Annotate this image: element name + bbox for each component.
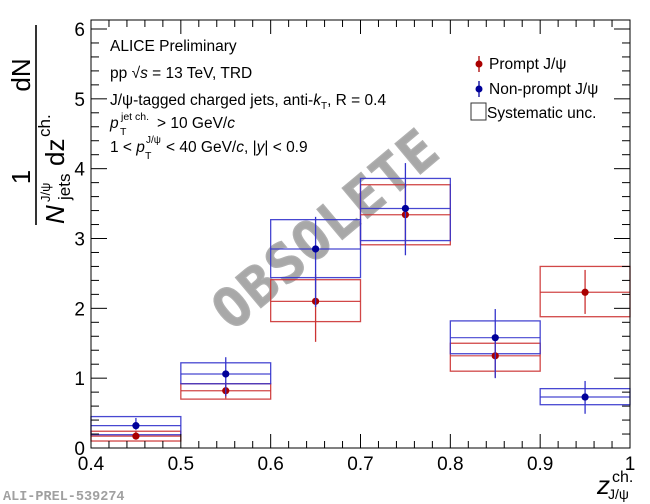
- x-tick-label: 0.6: [257, 454, 283, 475]
- annotation-block: ALICE Preliminary pp √s = 13 TeV, TRD J/…: [109, 38, 386, 162]
- y-tick-label: 1: [74, 369, 85, 390]
- annotation-jets: J/ψ-tagged charged jets, anti-kT, R = 0.…: [110, 92, 386, 112]
- annotation-jpsipt-mid: < 40 GeV/: [166, 139, 237, 156]
- annotation-jets-k: k: [313, 92, 322, 109]
- legend-entry-prompt: Prompt J/ψ: [475, 56, 566, 73]
- legend-nonprompt-marker: [475, 85, 483, 93]
- x-label-sub: J/ψ: [608, 486, 629, 502]
- legend-prompt-marker: [475, 60, 483, 68]
- annotation-jpsipt-y: y: [256, 139, 266, 156]
- x-tick-label: 0.4: [78, 454, 105, 475]
- annotation-energy-rest: = 13 TeV, TRD: [148, 65, 252, 82]
- x-label-z: z: [596, 470, 610, 500]
- y-tick-label: 0: [74, 439, 85, 460]
- nonprompt-data-point: [581, 393, 589, 401]
- annotation-jetpt-p: p: [109, 115, 119, 132]
- annotation-energy-s: s: [140, 65, 148, 82]
- y-label-N: N: [40, 205, 70, 224]
- annotation-alice: ALICE Preliminary: [110, 38, 237, 55]
- y-tick-label: 5: [74, 90, 85, 111]
- annotation-jetpt: p: [109, 115, 119, 132]
- annotation-jpsipt-post1: , |: [244, 139, 257, 156]
- annotation-jets-post: , R = 0.4: [327, 92, 386, 109]
- data-points: [91, 163, 630, 440]
- annotation-jets-pre: J/ψ-tagged charged jets, anti-: [110, 92, 313, 109]
- annotation-jetpt-c: c: [227, 115, 235, 132]
- x-tick-label: 1: [625, 454, 636, 475]
- legend-nonprompt-label: Non-prompt J/ψ: [489, 81, 598, 98]
- annotation-jpsipt-pre: 1 <: [110, 139, 136, 156]
- y-label-N-sup: J/ψ: [38, 183, 53, 202]
- nonprompt-data-point: [491, 334, 499, 342]
- annotation-jpsipt-rest: < 40 GeV/c, |y| < 0.9: [166, 139, 308, 156]
- prompt-data-point: [132, 432, 140, 440]
- legend-prompt-label: Prompt J/ψ: [489, 56, 566, 73]
- legend: Prompt J/ψ Non-prompt J/ψ Systematic unc…: [470, 56, 598, 122]
- annotation-energy-pp: pp: [110, 65, 132, 82]
- annotation-jpsipt: 1 < p: [110, 139, 145, 156]
- y-label-one: 1: [6, 170, 36, 184]
- axis-tick-labels: 0.4 0.5 0.6 0.7 0.8 0.9 1 0 1 2 3 4 5 6: [74, 20, 635, 475]
- legend-systematic-box: [470, 102, 487, 121]
- systematic-boxes: [90, 177, 631, 442]
- annotation-jpsipt-post2: | < 0.9: [264, 139, 307, 156]
- annotation-jetpt-rest: > 10 GeV/c: [157, 115, 235, 132]
- y-tick-label: 2: [74, 299, 85, 320]
- annotation-jets-kT: T: [321, 101, 327, 112]
- y-tick-label: 3: [74, 230, 85, 251]
- figure-id: ALI-PREL-539274: [3, 490, 125, 504]
- annotation-jetpt-sup: jet ch.: [120, 111, 149, 123]
- annotation-jetpt-sub: T: [120, 126, 127, 138]
- y-label-dz-sup: ch.: [35, 114, 54, 137]
- nonprompt-data-point: [222, 370, 230, 378]
- x-tick-label: 0.5: [168, 454, 194, 475]
- annotation-jpsipt-c: c: [236, 139, 244, 156]
- y-label-N-sub: jets: [55, 174, 74, 201]
- nonprompt-data-point: [311, 245, 320, 253]
- annotation-jpsipt-p: p: [135, 139, 145, 156]
- y-axis-label: 1 dN N J/ψ jets dz ch.: [6, 25, 74, 225]
- annotation-jetpt-value: > 10 GeV/: [157, 115, 228, 132]
- x-tick-label: 0.9: [527, 454, 553, 475]
- annotation-energy: pp √s = 13 TeV, TRD: [110, 65, 252, 82]
- y-label-dN: dN: [6, 58, 36, 91]
- axis-ticks: [90, 20, 631, 449]
- legend-entry-nonprompt: Non-prompt J/ψ: [475, 81, 598, 98]
- x-label-sup: ch.: [612, 469, 633, 486]
- x-tick-label: 0.8: [437, 454, 463, 475]
- nonprompt-data-point: [132, 422, 140, 430]
- annotation-jpsipt-sub: T: [145, 150, 152, 162]
- annotation-energy-sqrt: √: [132, 65, 141, 82]
- y-tick-label: 4: [74, 160, 85, 181]
- legend-systematic-label: Systematic unc.: [487, 105, 596, 122]
- x-tick-label: 0.7: [347, 454, 373, 475]
- nonprompt-data-point: [401, 204, 410, 213]
- annotation-jpsipt-sup: J/ψ: [146, 135, 161, 146]
- x-axis-label: z ch. J/ψ: [596, 469, 633, 502]
- prompt-data-point: [581, 288, 589, 296]
- y-tick-label: 6: [74, 20, 85, 41]
- y-label-dz: dz: [40, 139, 70, 166]
- legend-entry-systematic: Systematic unc.: [470, 102, 596, 122]
